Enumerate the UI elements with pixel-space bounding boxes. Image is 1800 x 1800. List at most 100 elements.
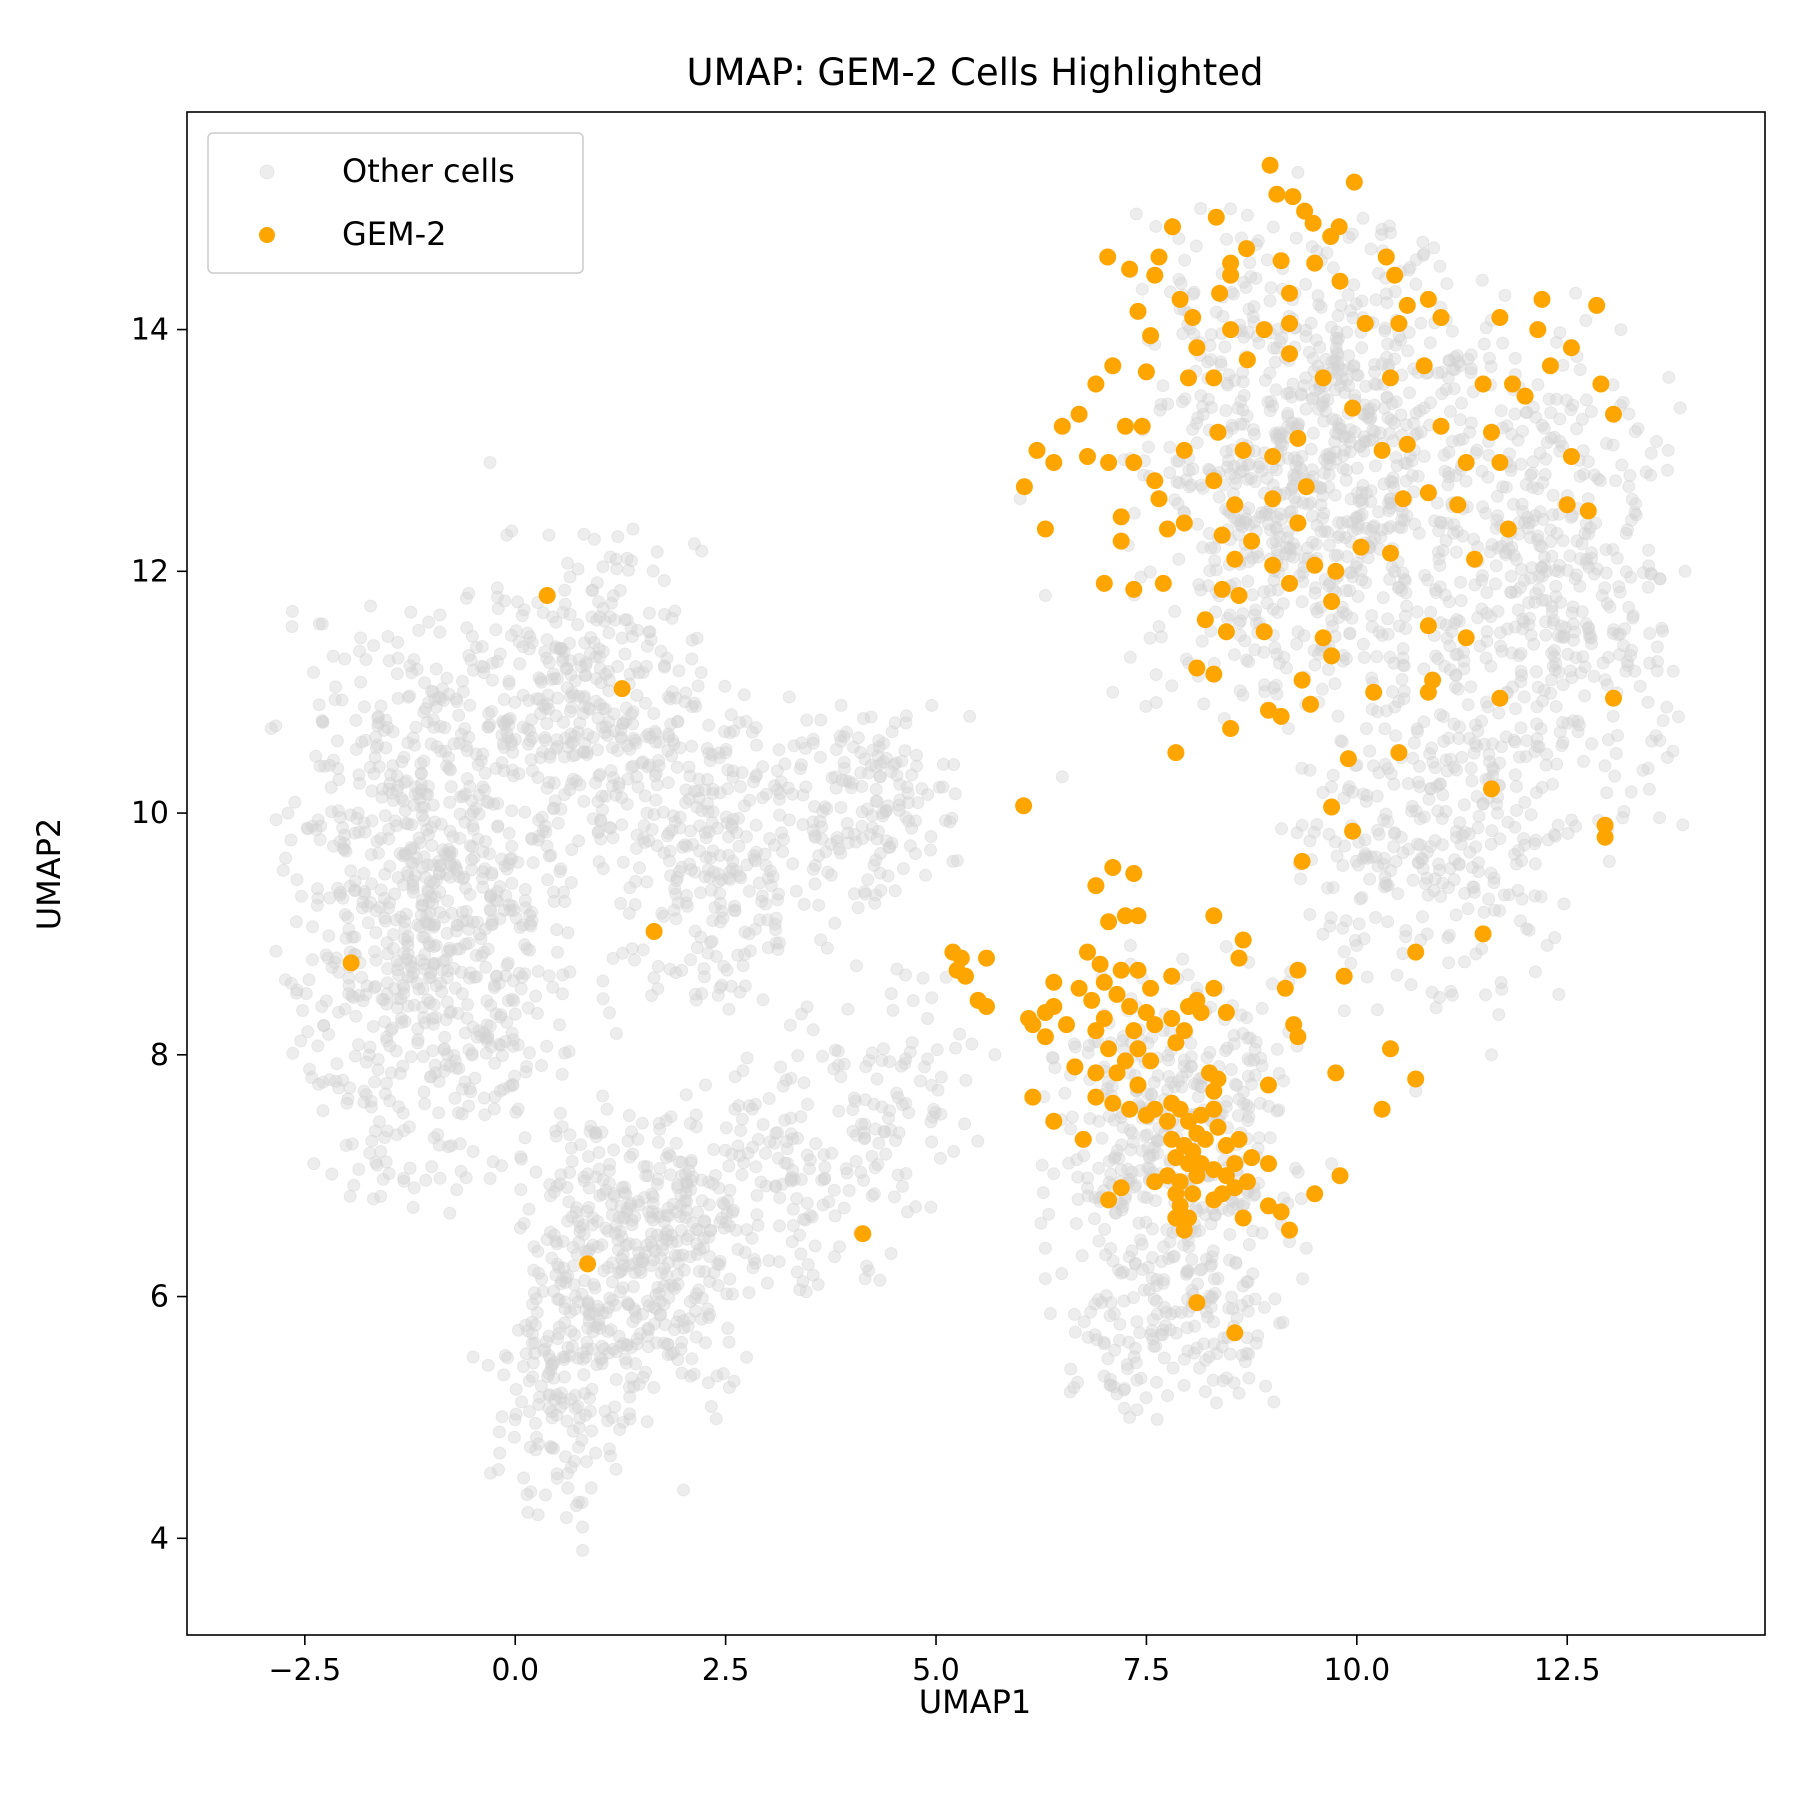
other-cell-point <box>544 673 558 686</box>
other-cell-point <box>450 863 464 877</box>
other-cell-point <box>550 1237 564 1251</box>
other-cell-point <box>560 1181 574 1194</box>
other-cell-point <box>665 824 679 837</box>
other-cell-point <box>315 714 329 727</box>
other-cell-point <box>808 877 822 891</box>
other-cell-point <box>507 994 521 1008</box>
other-cell-point <box>1639 465 1653 479</box>
other-cell-point <box>1511 883 1525 897</box>
other-cell-point <box>551 816 565 830</box>
other-cell-point <box>475 949 489 963</box>
other-cell-point <box>497 1368 511 1382</box>
other-cell-point <box>1077 1149 1091 1163</box>
other-cell-point <box>861 766 875 780</box>
other-cell-point <box>626 759 640 773</box>
other-cell-point <box>609 1373 623 1386</box>
other-cell-point <box>657 1261 671 1275</box>
other-cell-point <box>427 713 440 727</box>
other-cell-point <box>383 859 397 873</box>
other-cell-point <box>549 1124 563 1138</box>
other-cell-point <box>338 652 352 666</box>
other-cell-point <box>449 981 462 995</box>
other-cell-point <box>375 782 389 796</box>
other-cell-point <box>427 876 441 890</box>
other-cell-point <box>404 954 418 968</box>
other-cell-point <box>699 1336 712 1350</box>
other-cell-point <box>563 1166 577 1179</box>
other-cell-point <box>1517 574 1531 588</box>
other-cell-point <box>394 1011 408 1025</box>
other-cell-point <box>1067 1307 1081 1321</box>
other-cell-point <box>758 847 772 861</box>
other-cell-point <box>609 1462 623 1476</box>
other-cell-point <box>500 1015 514 1029</box>
other-cell-point <box>427 918 441 932</box>
other-cell-point <box>717 959 731 973</box>
other-cell-point <box>1307 825 1321 839</box>
other-cell-point <box>397 981 411 995</box>
other-cell-point <box>364 896 377 909</box>
other-cell-point <box>1548 931 1562 945</box>
other-cell-point <box>439 1013 453 1027</box>
other-cell-point <box>628 898 642 911</box>
other-cell-point <box>1413 404 1427 418</box>
other-cell-point <box>348 1049 362 1063</box>
other-cell-point <box>383 777 397 790</box>
other-cell-point <box>1579 314 1593 327</box>
other-cell-point <box>1188 1319 1202 1333</box>
other-cell-point <box>526 731 540 745</box>
gem-2-point <box>1281 1221 1298 1239</box>
other-cell-point <box>771 943 785 956</box>
other-cell-point <box>398 776 412 789</box>
gem-2-point <box>1015 478 1033 496</box>
other-cell-point <box>685 739 699 753</box>
other-cell-point <box>465 853 478 867</box>
other-cell-point <box>361 916 375 930</box>
other-cell-point <box>489 623 503 637</box>
other-cell-point <box>581 1321 595 1335</box>
other-cell-point <box>803 1153 817 1167</box>
other-cell-point <box>713 887 727 901</box>
other-cell-point <box>647 707 661 720</box>
other-cell-point <box>723 726 737 740</box>
other-cell-point <box>449 861 463 875</box>
other-cell-point <box>549 640 563 654</box>
other-cell-point <box>606 1275 619 1289</box>
other-cell-point <box>869 794 883 808</box>
other-cell-point <box>1133 1164 1147 1177</box>
other-cell-point <box>680 899 694 913</box>
other-cell-point <box>592 824 605 838</box>
other-cell-point <box>397 750 411 764</box>
other-cell-point <box>458 787 472 801</box>
other-cell-point <box>1168 604 1182 618</box>
gem-2-point <box>1284 188 1302 206</box>
other-cell-point <box>478 766 492 780</box>
other-cell-point <box>1513 750 1526 764</box>
other-cell-point <box>1071 1170 1085 1184</box>
other-cell-point <box>424 737 438 751</box>
other-cell-point <box>506 974 520 988</box>
other-cell-point <box>653 1161 667 1175</box>
other-cell-point <box>1452 732 1466 745</box>
other-cell-point <box>734 871 748 885</box>
other-cell-point <box>571 618 585 632</box>
gem-2-point <box>1121 1100 1139 1118</box>
other-cell-point <box>665 611 679 625</box>
other-cell-point <box>682 760 696 774</box>
other-cell-point <box>1252 1131 1266 1145</box>
other-cell-point <box>1660 700 1674 714</box>
other-cell-point <box>1310 518 1324 532</box>
other-cell-point <box>706 844 720 858</box>
other-cell-point <box>1573 469 1587 483</box>
other-cell-point <box>373 900 387 914</box>
other-cell-point <box>825 771 839 785</box>
other-cell-point <box>654 1307 668 1321</box>
other-cell-point <box>397 1124 411 1138</box>
other-cell-point <box>438 744 452 758</box>
gem-2-point <box>1104 357 1122 375</box>
other-cell-point <box>601 1224 615 1238</box>
other-cell-point <box>858 1272 872 1286</box>
other-cell-point <box>518 805 532 819</box>
other-cell-point <box>566 749 580 763</box>
other-cell-point <box>465 1047 479 1060</box>
